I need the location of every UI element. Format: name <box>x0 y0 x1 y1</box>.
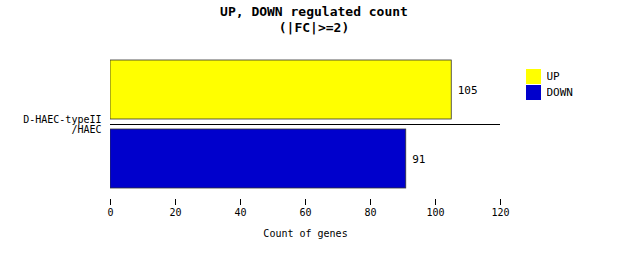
svg-text:60: 60 <box>299 206 311 217</box>
svg-text:40: 40 <box>234 206 246 217</box>
svg-text:Count of genes: Count of genes <box>263 227 347 238</box>
svg-text:100: 100 <box>426 206 444 217</box>
svg-text:0: 0 <box>107 206 113 217</box>
svg-text:D-HAEC-typeII/HAEC: D-HAEC-typeII/HAEC <box>23 113 101 134</box>
html-text:UP: UP <box>546 69 560 83</box>
html-text:UP, DOWN regulated count (|FC|: UP, DOWN regulated count (|FC|>=2) <box>220 4 408 36</box>
svg-text:91: 91 <box>412 152 425 165</box>
svg-text:80: 80 <box>364 206 376 217</box>
svg-text:20: 20 <box>169 206 181 217</box>
html-text:DOWN: DOWN <box>546 85 573 99</box>
svg-text:120: 120 <box>491 206 509 217</box>
svg-text:105: 105 <box>458 83 478 96</box>
